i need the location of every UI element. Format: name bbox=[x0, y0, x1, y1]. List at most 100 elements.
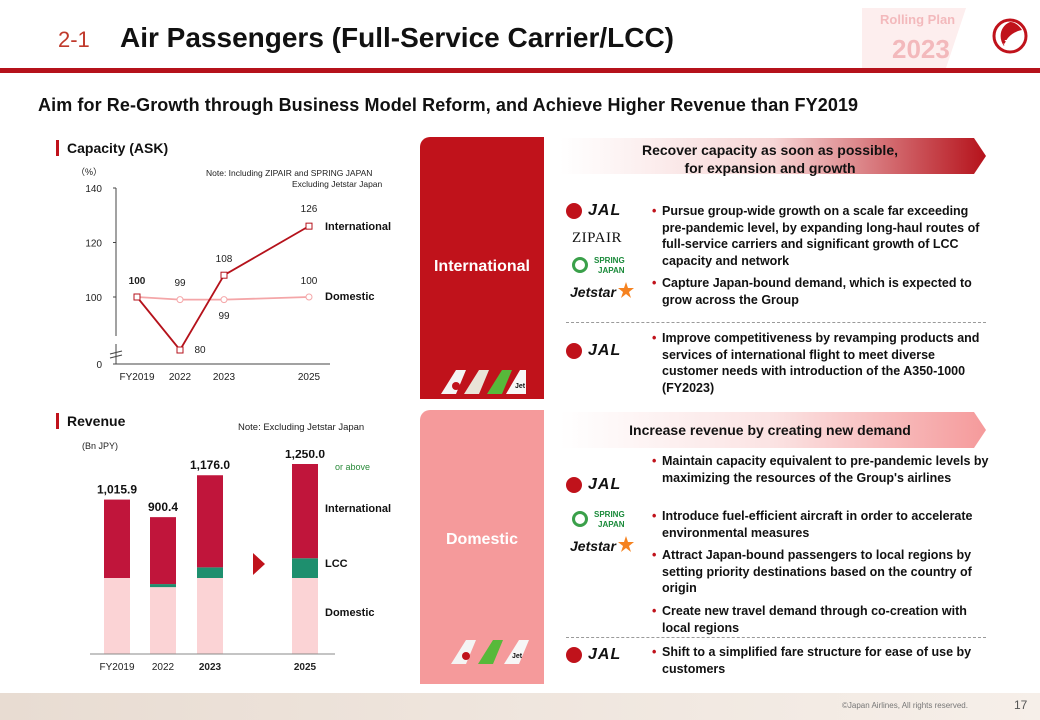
jetstar-star-icon bbox=[618, 536, 634, 552]
revenue-legend-domestic: Domestic bbox=[325, 607, 375, 619]
spring-japan-logo-dom: SPRING JAPAN bbox=[572, 508, 634, 530]
spring-line1: SPRING bbox=[594, 510, 625, 519]
capacity-chart: 0 100 120 140 FY2019 2022 2023 2025 100 80 108 126 9… bbox=[85, 184, 391, 383]
capacity-unit: （%） bbox=[76, 167, 103, 177]
revenue-x-tick-label: FY2019 bbox=[99, 662, 134, 673]
capacity-x-tick-label: 2025 bbox=[298, 372, 321, 383]
copyright: ©Japan Airlines, All rights reserved. bbox=[842, 701, 968, 710]
jetstar-star-icon bbox=[618, 282, 634, 298]
capacity-international-point bbox=[133, 293, 141, 301]
international-panel bbox=[420, 137, 544, 399]
dom-bullet-3: Attract Japan-bound passengers to local … bbox=[652, 547, 994, 597]
jal-crane-small-icon bbox=[566, 477, 582, 493]
revenue-chart: 1,015.9 FY2019 900.4 2022 1,176.0 2023 1,250.0… bbox=[90, 450, 391, 673]
intl-bullet-3: Improve competitiveness by revamping pro… bbox=[652, 330, 992, 396]
jetstar-wordmark: Jetstar bbox=[570, 538, 616, 554]
jetstar-tail-text: Jet bbox=[515, 383, 526, 390]
capacity-legend-international: International bbox=[325, 221, 391, 233]
capacity-y-tick-label: 0 bbox=[96, 360, 102, 371]
dom-bullet-5: Shift to a simplified fare structure for… bbox=[652, 644, 994, 677]
capacity-y-tick-label: 140 bbox=[85, 184, 102, 195]
jal-wordmark: JAL bbox=[588, 476, 622, 493]
capacity-domestic-point bbox=[176, 296, 184, 304]
international-label: International bbox=[433, 258, 530, 275]
page-number: 17 bbox=[1014, 698, 1028, 712]
spring-line1: SPRING bbox=[594, 256, 625, 265]
spring-leaf-icon bbox=[572, 511, 588, 527]
revenue-legend-lcc: LCC bbox=[325, 558, 348, 570]
capacity-x-tick-label: 2022 bbox=[169, 372, 192, 383]
revenue-x-tick-label: 2023 bbox=[199, 662, 222, 673]
revenue-bar-domestic bbox=[197, 578, 223, 654]
revenue-bar-lcc bbox=[150, 584, 176, 588]
jal-crane-small-icon bbox=[566, 647, 582, 663]
jal-logo-intl-2: JAL bbox=[566, 342, 632, 362]
footer-bar bbox=[0, 693, 1040, 720]
capacity-domestic-point bbox=[220, 296, 228, 304]
revenue-total-label: 1,015.9 bbox=[97, 483, 137, 497]
revenue-bar-international bbox=[104, 499, 130, 578]
revenue-legend-international: International bbox=[325, 503, 391, 515]
jal-wordmark: JAL bbox=[588, 342, 622, 359]
rolling-plan-year: 2023 bbox=[892, 34, 950, 64]
jetstar-wordmark: Jetstar bbox=[570, 284, 616, 300]
revenue-bar-domestic bbox=[104, 578, 130, 654]
spring-japan-logo-intl: SPRING JAPAN bbox=[572, 254, 634, 276]
capacity-international-point bbox=[305, 222, 313, 230]
spring-line2: JAPAN bbox=[598, 266, 625, 275]
jal-crane-small-icon bbox=[566, 343, 582, 359]
capacity-x-tick-label: FY2019 bbox=[119, 372, 154, 383]
revenue-arrow-icon bbox=[253, 553, 265, 575]
capacity-note-line1: Note: Including ZIPAIR and SPRING JAPAN bbox=[206, 168, 373, 178]
revenue-or-above: or above bbox=[335, 462, 370, 472]
domestic-label: Domestic bbox=[445, 531, 519, 548]
jetstar-logo-intl: Jetstar bbox=[570, 282, 636, 302]
revenue-section-bar bbox=[56, 413, 59, 429]
airline-tails-icon: Jet bbox=[441, 370, 526, 394]
revenue-bar-lcc bbox=[292, 558, 318, 578]
capacity-title: Capacity (ASK) bbox=[67, 140, 169, 156]
spring-line2: JAPAN bbox=[598, 520, 625, 529]
revenue-bar-international bbox=[292, 464, 318, 559]
jal-logo-intl-1: JAL bbox=[566, 202, 632, 222]
capacity-series-domestic-line bbox=[136, 296, 310, 301]
capacity-domestic-data-label: 100 bbox=[301, 276, 318, 287]
jal-logo-dom-2: JAL bbox=[566, 646, 632, 666]
airline-tails-icon-domestic: Jet bbox=[451, 640, 529, 664]
capacity-international-point bbox=[176, 346, 184, 354]
jal-wordmark: JAL bbox=[588, 202, 622, 219]
capacity-note-line2: Excluding Jetstar Japan bbox=[292, 179, 383, 189]
revenue-bar-international bbox=[150, 517, 176, 585]
international-banner-line1: Recover capacity as soon as possible, bbox=[641, 142, 898, 158]
section-number: 2-1 bbox=[58, 27, 90, 52]
jal-logo-dom-1: JAL bbox=[566, 476, 632, 496]
revenue-x-tick-label: 2025 bbox=[294, 662, 317, 673]
revenue-note: Note: Excluding Jetstar Japan bbox=[238, 422, 365, 433]
capacity-domestic-data-label: 99 bbox=[174, 278, 186, 289]
capacity-section-bar bbox=[56, 140, 59, 156]
capacity-legend-domestic: Domestic bbox=[325, 291, 375, 303]
jal-crane-text: JAL bbox=[1003, 40, 1017, 47]
revenue-total-label: 1,250.0 bbox=[285, 450, 325, 461]
capacity-series-international-line bbox=[136, 225, 310, 352]
domestic-banner-text: Increase revenue by creating new demand bbox=[629, 422, 911, 438]
revenue-total-label: 900.4 bbox=[148, 500, 178, 514]
revenue-unit: (Bn JPY) bbox=[82, 441, 119, 451]
jal-crane-small-icon bbox=[566, 203, 582, 219]
spring-leaf-icon bbox=[572, 257, 588, 273]
revenue-total-label: 1,176.0 bbox=[190, 458, 230, 472]
domestic-banner bbox=[560, 412, 986, 448]
domestic-panel bbox=[420, 410, 544, 684]
dom-divider bbox=[566, 637, 986, 638]
capacity-axis-break bbox=[109, 350, 123, 355]
capacity-international-data-label: 108 bbox=[216, 254, 233, 265]
dom-bullet-2: Introduce fuel-efficient aircraft in ord… bbox=[652, 508, 994, 541]
dom-bullet-4: Create new travel demand through co-crea… bbox=[652, 603, 994, 636]
capacity-domestic-data-label: 99 bbox=[218, 311, 230, 322]
intl-bullet-2: Capture Japan-bound demand, which is exp… bbox=[652, 275, 992, 308]
jetstar-logo-dom: Jetstar bbox=[570, 536, 636, 556]
capacity-y-tick-label: 100 bbox=[85, 293, 102, 304]
capacity-x-tick-label: 2023 bbox=[213, 372, 236, 383]
capacity-international-point bbox=[220, 271, 228, 279]
capacity-international-data-label: 80 bbox=[194, 345, 206, 356]
